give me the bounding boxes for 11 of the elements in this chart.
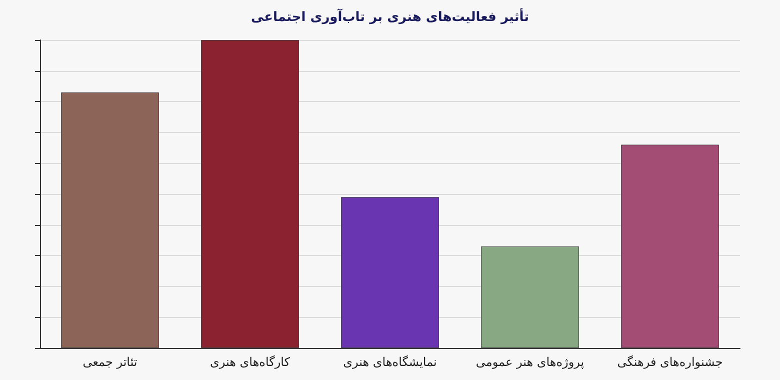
bar <box>201 40 299 348</box>
bar <box>61 92 159 348</box>
bar <box>341 197 439 348</box>
x-tick-label: پروژه‌های هنر عمومی <box>476 355 584 369</box>
x-tick-label: تئاتر جمعی <box>82 355 138 369</box>
bar <box>481 246 579 348</box>
x-tick-label: جشنواره‌های فرهنگی <box>617 355 723 369</box>
chart-title: تأثیر فعالیت‌های هنری بر تاب‌آوری اجتماعی <box>251 8 529 25</box>
bar <box>621 144 719 348</box>
x-tick-label: نمایشگاه‌های هنری <box>343 355 437 369</box>
x-tick-label: کارگاه‌های هنری <box>210 355 290 369</box>
